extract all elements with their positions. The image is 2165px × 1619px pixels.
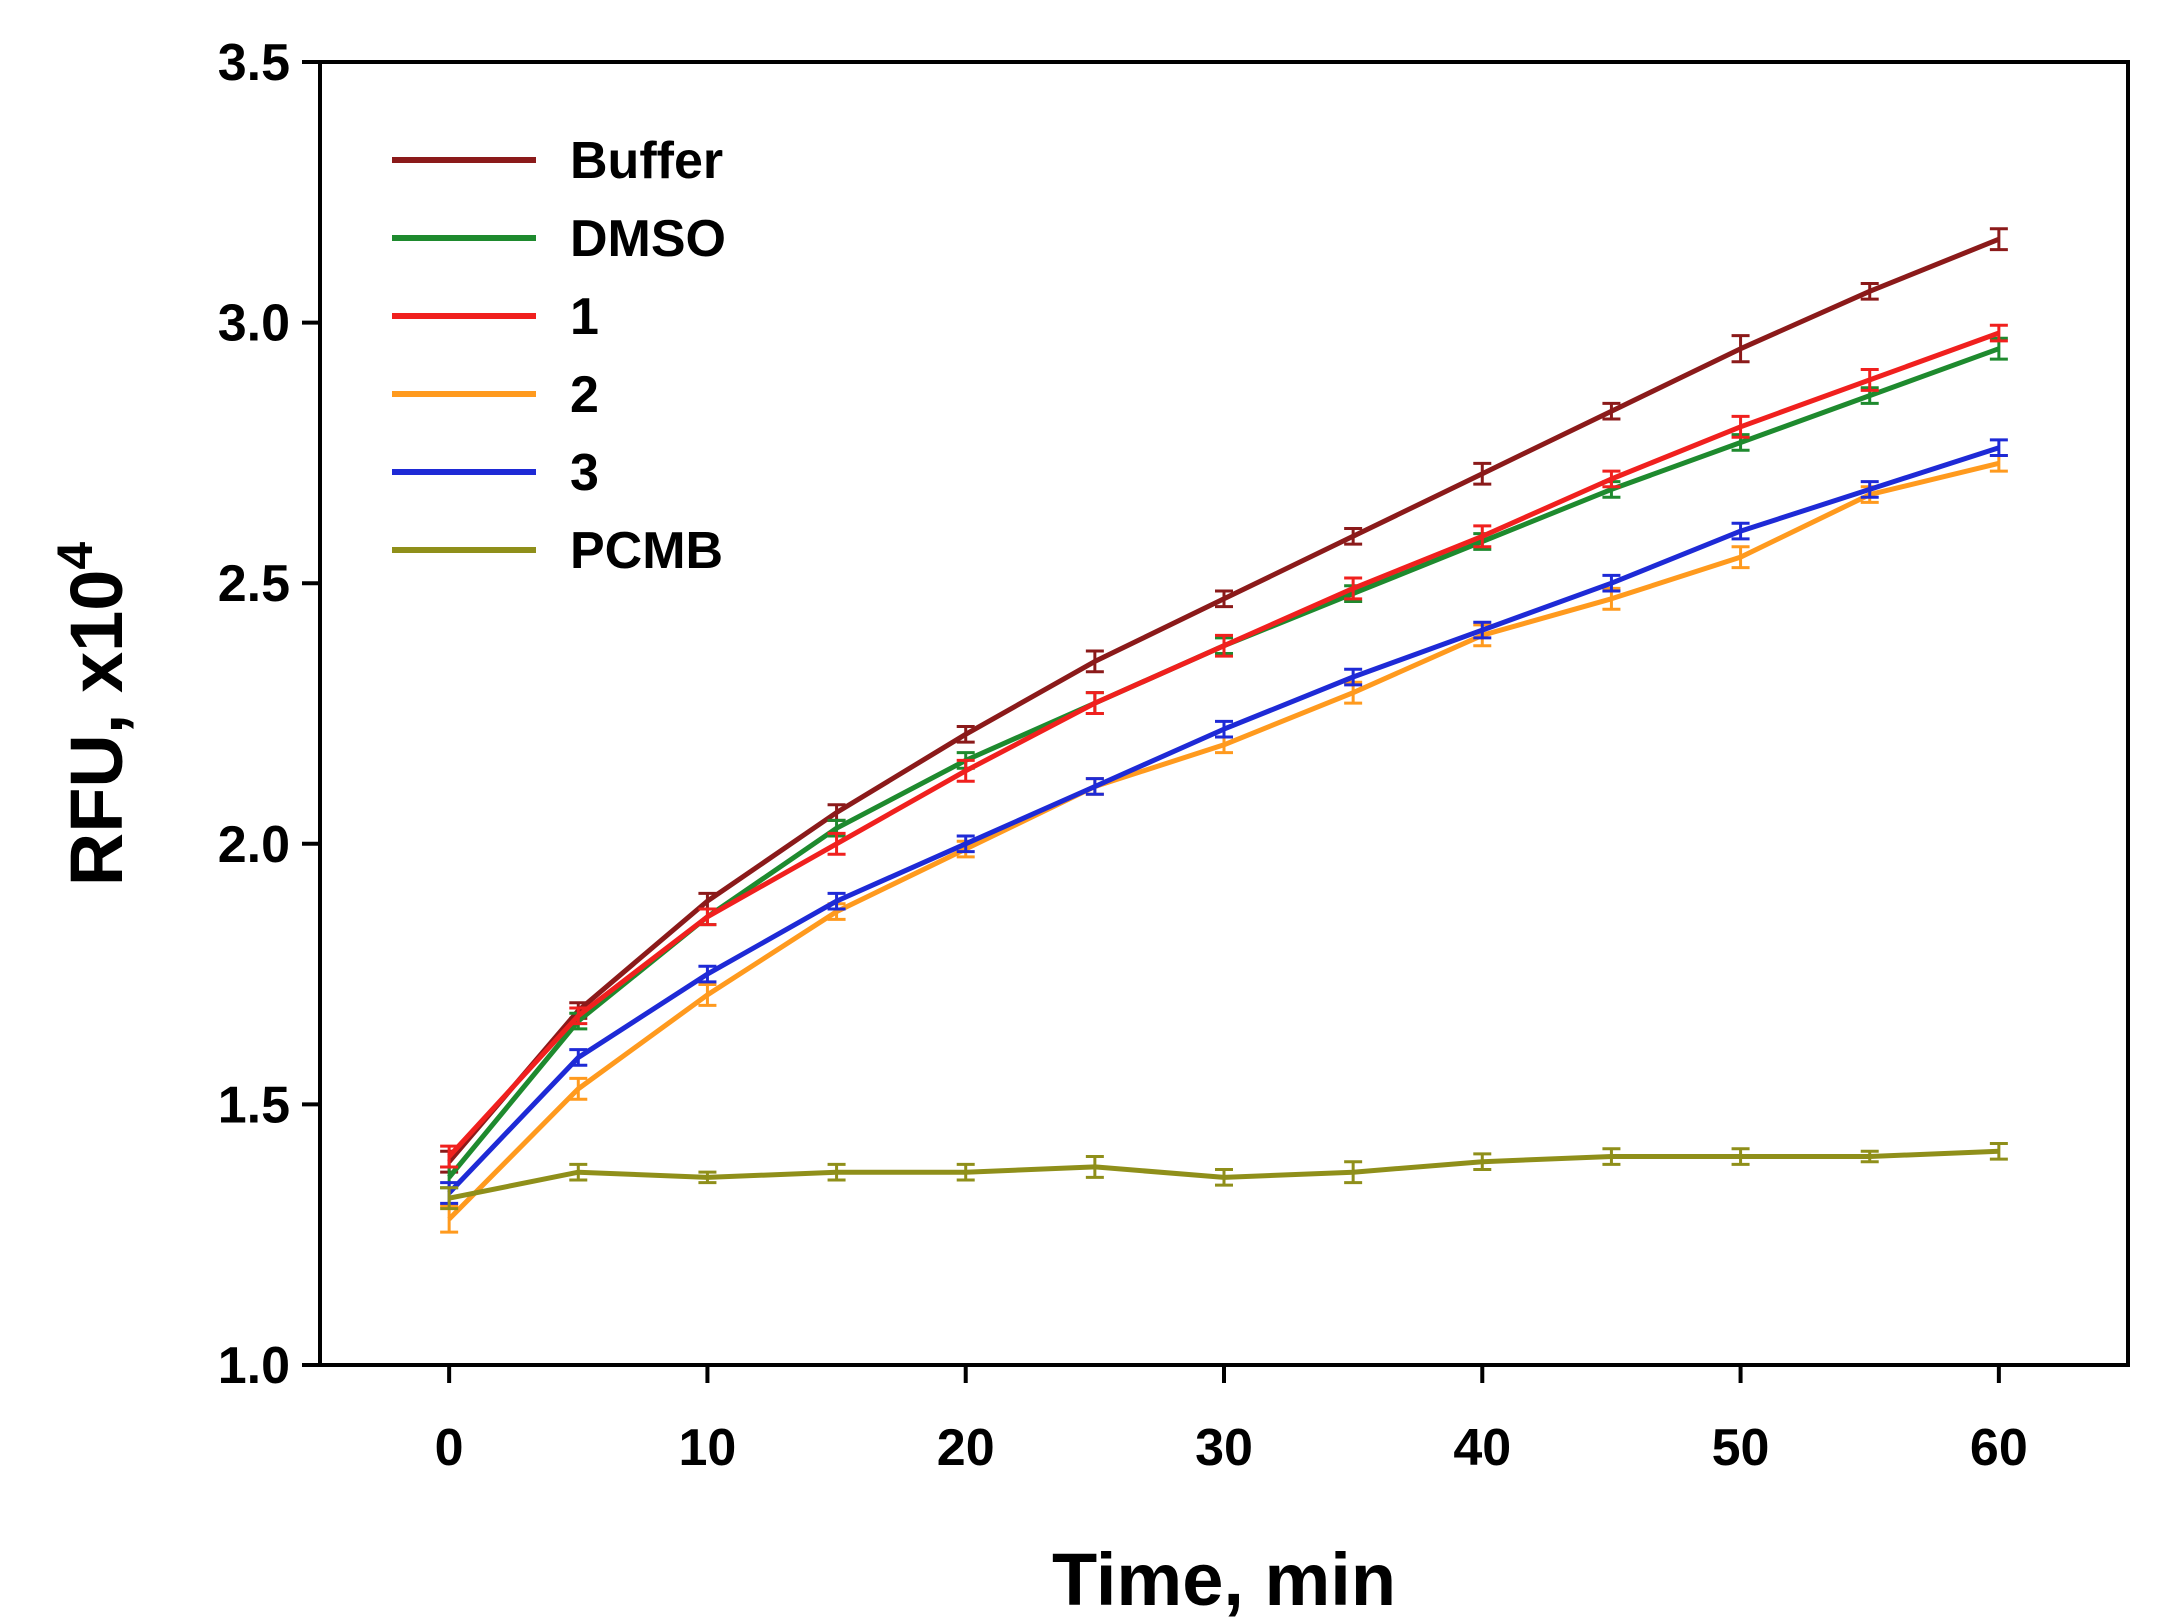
error-bar	[1602, 401, 1621, 421]
legend-label: 3	[570, 444, 599, 502]
series-1	[440, 323, 2008, 1169]
series-pcmb	[440, 1141, 2008, 1211]
x-tick-label: 50	[1712, 1419, 1770, 1477]
error-bar	[1473, 461, 1492, 486]
x-tick-label: 60	[1970, 1419, 2028, 1477]
series-dmso	[440, 336, 2008, 1190]
error-bar	[440, 1186, 459, 1211]
x-tick-label: 20	[937, 1419, 995, 1477]
error-bar	[698, 907, 717, 927]
error-bar	[1215, 589, 1233, 609]
error-bar	[1344, 576, 1363, 601]
error-bar	[1085, 777, 1104, 796]
error-bar	[1344, 526, 1363, 546]
series-group	[440, 227, 2008, 1234]
error-bar	[1602, 469, 1621, 489]
error-bar	[1473, 524, 1492, 549]
error-bar	[1731, 521, 1750, 541]
series-line-dmso	[447, 346, 2000, 1179]
y-tick-label: 1.0	[218, 1337, 290, 1395]
y-tick-label: 3.0	[218, 295, 290, 353]
legend-label: PCMB	[570, 522, 723, 580]
y-tick-label: 2.5	[218, 555, 290, 613]
error-bar	[1989, 1141, 2008, 1161]
error-bar	[1731, 1147, 1750, 1166]
error-bar	[1344, 667, 1363, 687]
error-bar	[1860, 282, 1879, 301]
error-bar	[1602, 1147, 1621, 1166]
legend-item-1: 1	[392, 288, 599, 346]
x-tick-label: 40	[1453, 1419, 1511, 1477]
legend-item-buffer: Buffer	[392, 132, 723, 190]
error-bar	[1860, 1149, 1879, 1164]
series-line-buffer	[447, 236, 2000, 1164]
error-bar	[569, 1162, 588, 1182]
error-bar	[827, 891, 846, 911]
error-bar	[1731, 334, 1750, 364]
legend-label: 2	[570, 366, 599, 424]
error-bar	[956, 1162, 975, 1182]
error-bar	[1215, 719, 1233, 739]
error-bar	[1085, 1155, 1104, 1179]
legend-item-pcmb: PCMB	[392, 522, 723, 580]
error-bar	[1860, 480, 1879, 499]
error-bar	[569, 1006, 588, 1026]
error-bar	[569, 1048, 588, 1067]
y-tick-label: 1.5	[218, 1076, 290, 1134]
x-tick-label: 10	[679, 1419, 737, 1477]
y-axis-title-main: RFU, x10	[55, 570, 138, 887]
legend-label: Buffer	[570, 132, 723, 190]
x-tick-label: 30	[1195, 1419, 1253, 1477]
y-axis-title-superscript: 4	[47, 542, 103, 570]
error-bar	[1731, 414, 1750, 439]
error-bar	[1344, 1160, 1363, 1185]
error-bar	[698, 964, 717, 984]
legend-label: 1	[570, 288, 599, 346]
x-axis: 0 10 20 30 40 50 60	[435, 1365, 2028, 1477]
y-tick-label: 2.0	[218, 816, 290, 874]
y-axis-title: RFU, x104	[47, 542, 138, 887]
x-axis-title: Time, min	[1052, 1538, 1396, 1619]
error-bar	[1215, 1168, 1233, 1187]
error-bar	[1989, 438, 2008, 458]
error-bar	[1085, 691, 1104, 715]
error-bar	[1731, 545, 1750, 570]
error-bar	[827, 831, 846, 856]
legend-item-3: 3	[392, 444, 599, 502]
error-bar	[956, 834, 975, 854]
series-3	[440, 438, 2008, 1205]
error-bar	[1215, 633, 1233, 658]
error-bar	[698, 1170, 717, 1185]
y-tick-label: 3.5	[218, 34, 290, 92]
error-bar	[956, 758, 975, 783]
error-bar	[1989, 323, 2008, 343]
error-bar	[827, 1162, 846, 1182]
y-axis: 1.0 1.5 2.0 2.5 3.0 3.5	[218, 34, 320, 1395]
error-bar	[1860, 368, 1879, 392]
x-tick-label: 0	[435, 1419, 464, 1477]
error-bar	[1602, 573, 1621, 593]
error-bar	[1473, 620, 1492, 640]
error-bar	[1085, 649, 1104, 674]
legend: Buffer DMSO 1 2 3 PCMB	[392, 132, 726, 580]
error-bar	[440, 1144, 459, 1169]
error-bar	[569, 1076, 588, 1101]
legend-label: DMSO	[570, 210, 726, 268]
error-bar	[956, 725, 975, 744]
error-bar	[1989, 227, 2008, 252]
series-buffer	[440, 227, 2008, 1174]
legend-item-2: 2	[392, 366, 599, 424]
legend-item-dmso: DMSO	[392, 210, 726, 268]
error-bar	[1473, 1152, 1492, 1172]
error-bar	[698, 983, 717, 1007]
